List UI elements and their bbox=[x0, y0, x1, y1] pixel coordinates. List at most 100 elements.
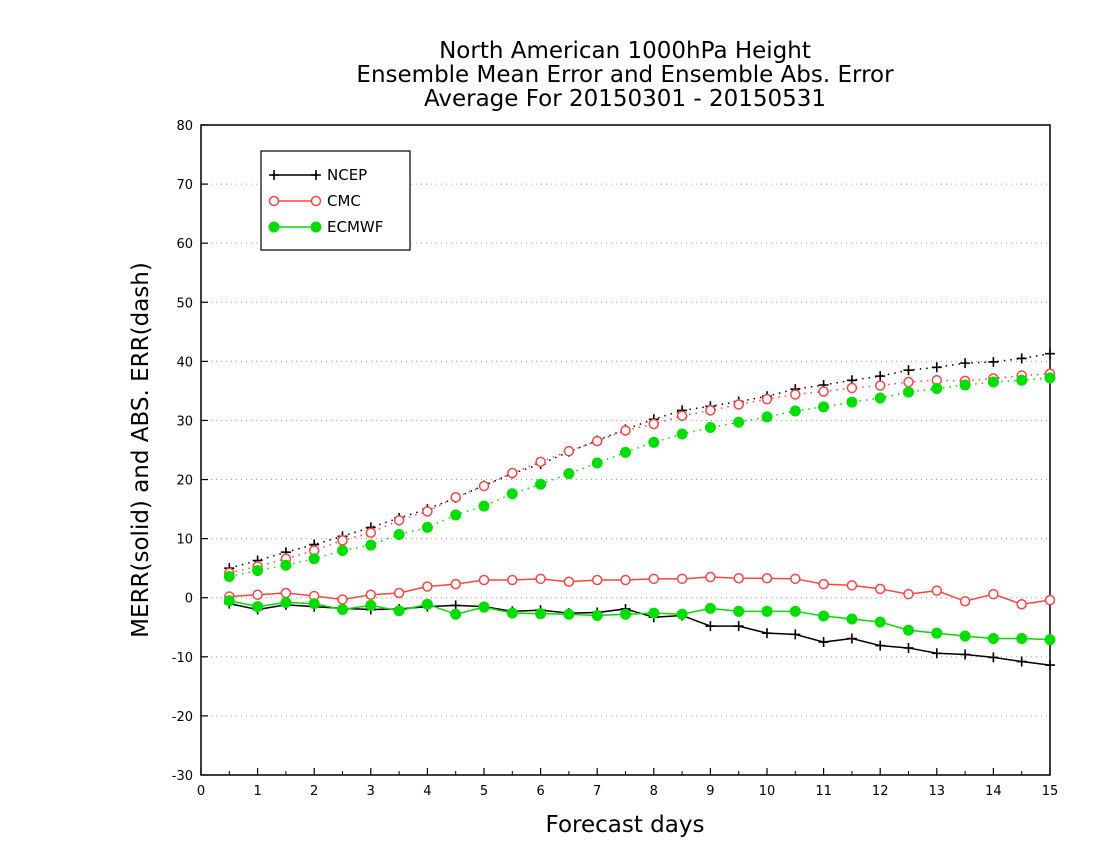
ncep-abs-err-line bbox=[229, 352, 1051, 569]
cmc-merr-point bbox=[591, 574, 603, 586]
ecmwf-abs-err-point bbox=[903, 386, 914, 398]
cmc-merr-point bbox=[1044, 594, 1056, 606]
ecmwf-abs-err-point bbox=[818, 401, 830, 413]
cmc-merr-point bbox=[507, 574, 518, 586]
ecmwf-merr-point bbox=[903, 624, 914, 636]
cmc-merr-point bbox=[393, 587, 405, 599]
cmc-merr-point bbox=[337, 594, 348, 605]
chart-title-line: Average For 20150301 - 20150531 bbox=[424, 86, 826, 112]
cmc-abs-err-point bbox=[450, 492, 461, 503]
ncep-merr-point bbox=[960, 649, 971, 660]
x-tick-label: 11 bbox=[815, 784, 832, 799]
ecmwf-merr-point bbox=[1016, 633, 1028, 644]
ecmwf-merr-point bbox=[308, 598, 320, 610]
cmc-merr-point bbox=[959, 596, 971, 607]
ncep-merr-point bbox=[705, 621, 716, 632]
ecmwf-merr-point bbox=[620, 608, 631, 620]
cmc-merr-point bbox=[535, 573, 546, 585]
cmc-abs-err-point bbox=[507, 467, 518, 479]
legend-label-cmc: CMC bbox=[327, 192, 361, 210]
legend: NCEP CMC ECMWF bbox=[260, 150, 411, 251]
y-tick-label: 30 bbox=[176, 414, 193, 429]
ecmwf-merr-point bbox=[987, 633, 999, 644]
ecmwf-merr-point bbox=[252, 601, 264, 613]
cmc-abs-err-point bbox=[591, 435, 603, 447]
cmc-merr-point bbox=[761, 572, 773, 584]
ecmwf-merr-point bbox=[931, 627, 943, 639]
y-tick-label: 70 bbox=[176, 178, 193, 193]
cmc-merr-point bbox=[874, 583, 886, 595]
ncep-abs-err-point bbox=[903, 365, 914, 376]
cmc-abs-err-point bbox=[365, 527, 377, 538]
cmc-abs-err-point bbox=[818, 386, 829, 397]
ecmwf-merr-point bbox=[506, 607, 518, 619]
ecmwf-merr-point bbox=[365, 599, 377, 611]
cmc-abs-err-point bbox=[393, 515, 405, 526]
ecmwf-merr-point bbox=[648, 607, 660, 619]
ecmwf-abs-err-point bbox=[761, 411, 773, 423]
ncep-merr-point bbox=[450, 600, 461, 611]
y-tick-label: 20 bbox=[176, 474, 193, 489]
ncep-abs-err-point bbox=[875, 371, 886, 382]
x-tick-label: 10 bbox=[759, 784, 776, 799]
ecmwf-abs-err-point bbox=[506, 488, 518, 500]
ecmwf-merr-point bbox=[563, 608, 575, 620]
cmc-merr-point bbox=[620, 574, 631, 586]
y-axis-label: MERR(solid) and ABS. ERR(dash) bbox=[128, 262, 154, 638]
legend-marker-cmc bbox=[268, 195, 280, 207]
legend-label-ncep: NCEP bbox=[327, 166, 367, 184]
cmc-merr-point bbox=[733, 572, 744, 584]
ecmwf-abs-err-point bbox=[365, 539, 377, 551]
x-tick-label: 4 bbox=[423, 784, 431, 799]
ecmwf-abs-err-point bbox=[846, 396, 858, 408]
ecmwf-merr-point bbox=[676, 608, 688, 620]
ncep-merr-point bbox=[875, 640, 886, 651]
ncep-merr-point bbox=[762, 628, 772, 639]
y-tick-label: 50 bbox=[176, 296, 193, 311]
x-axis: 0 1 2 3 4 5 6 7 8 9 10 11 12 13 14 15 bbox=[197, 768, 1058, 799]
ecmwf-abs-err-point bbox=[1016, 374, 1028, 386]
chart-title-line: North American 1000hPa Height bbox=[439, 38, 811, 64]
cmc-merr-point bbox=[705, 571, 716, 583]
ecmwf-abs-err-point bbox=[308, 553, 320, 565]
x-tick-label: 9 bbox=[706, 784, 714, 799]
series-layer bbox=[223, 348, 1056, 671]
ecmwf-abs-err-point bbox=[1044, 372, 1056, 384]
ecmwf-merr-point bbox=[280, 596, 292, 608]
y-tick-label: 0 bbox=[185, 592, 193, 607]
ecmwf-merr-point bbox=[421, 598, 433, 610]
ecmwf-merr-point bbox=[704, 602, 716, 614]
cmc-abs-err-point bbox=[903, 376, 914, 388]
cmc-merr-point bbox=[563, 576, 575, 588]
ecmwf-abs-err-point bbox=[959, 379, 971, 391]
ecmwf-abs-err-point bbox=[874, 392, 886, 404]
cmc-merr-point bbox=[648, 573, 660, 585]
ecmwf-abs-err-point bbox=[252, 565, 264, 577]
cmc-merr-point bbox=[790, 573, 801, 585]
x-tick-label: 0 bbox=[197, 784, 205, 799]
cmc-merr-point bbox=[818, 578, 829, 590]
ecmwf-abs-err-point bbox=[931, 383, 943, 395]
ncep-merr-point bbox=[931, 648, 942, 659]
ecmwf-merr-point bbox=[450, 608, 462, 620]
ecmwf-abs-err-line bbox=[229, 377, 1051, 578]
ecmwf-merr-point bbox=[959, 630, 971, 642]
ncep-merr-line bbox=[229, 602, 1051, 666]
legend-label-ecmwf: ECMWF bbox=[327, 218, 383, 236]
ncep-abs-err-point bbox=[1016, 353, 1027, 364]
cmc-merr-point bbox=[676, 573, 688, 585]
ecmwf-abs-err-point bbox=[648, 436, 660, 448]
ecmwf-merr-point bbox=[535, 608, 547, 620]
cmc-abs-err-point bbox=[422, 506, 433, 517]
ecmwf-abs-err-point bbox=[450, 509, 462, 521]
ecmwf-abs-err-point bbox=[563, 468, 575, 480]
ecmwf-abs-err-point bbox=[280, 559, 292, 571]
cmc-merr-point bbox=[903, 588, 914, 600]
x-axis-label: Forecast days bbox=[546, 812, 705, 838]
cmc-abs-err-point bbox=[620, 425, 631, 436]
cmc-merr-point bbox=[846, 580, 858, 591]
ncep-abs-err-point bbox=[960, 358, 971, 369]
ncep-abs-err-point bbox=[1045, 348, 1055, 359]
